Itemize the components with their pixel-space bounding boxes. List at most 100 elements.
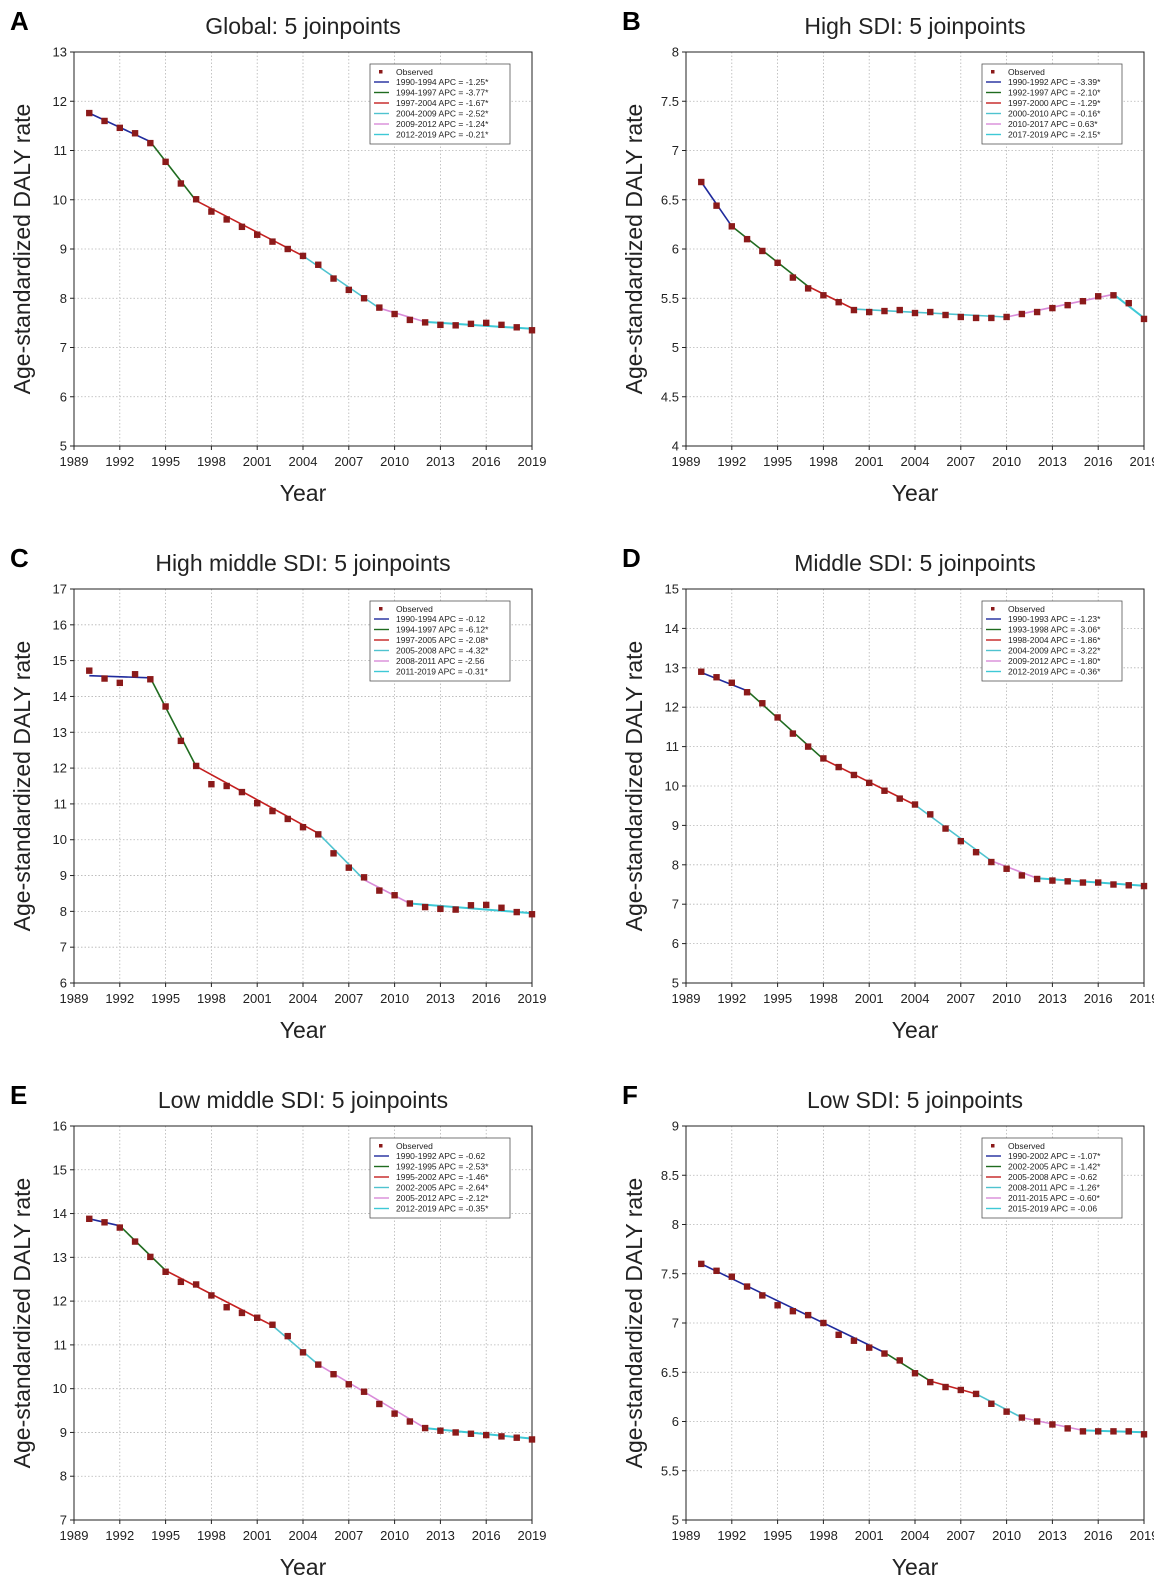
- observed-point: [1033, 1418, 1041, 1425]
- legend-entry-2: 1994-1997 APC = -6.12*: [396, 625, 489, 635]
- x-tick-label: 2001: [855, 1528, 884, 1543]
- y-tick-label: 11: [54, 796, 68, 811]
- observed-point: [957, 1386, 964, 1394]
- observed-point: [467, 320, 475, 328]
- observed-point: [86, 667, 93, 674]
- legend-box: [369, 1137, 511, 1219]
- observed-point: [315, 831, 322, 838]
- legend-entry-3: 1998-2004 APC = -1.86*: [1008, 635, 1101, 645]
- x-tick-label: 1992: [105, 991, 134, 1006]
- x-tick-label: 2010: [992, 991, 1021, 1006]
- observed-point: [116, 1224, 123, 1231]
- observed-point: [269, 1321, 276, 1328]
- legend-entry-4: 2005-2008 APC = -4.32*: [396, 646, 489, 656]
- observed-point: [1064, 301, 1071, 309]
- observed-point: [896, 795, 903, 802]
- observed-point: [86, 1215, 93, 1223]
- observed-point: [238, 1309, 246, 1317]
- observed-point: [162, 1268, 169, 1275]
- observed-point: [1079, 1428, 1087, 1435]
- observed-point: [177, 1278, 185, 1286]
- x-tick-label: 1998: [197, 1528, 226, 1543]
- legend-observed-label: Observed: [1008, 67, 1045, 77]
- legend-entry-6: 2011-2019 APC = -0.31*: [396, 667, 488, 677]
- observed-point: [1018, 872, 1026, 879]
- x-axis-label: Year: [892, 1017, 939, 1043]
- observed-point: [345, 864, 352, 871]
- y-axis-label: Age-standardized DALY rate: [9, 104, 35, 395]
- observed-point: [131, 671, 139, 678]
- observed-point: [284, 815, 291, 823]
- chart-title: Low SDI: 5 joinpoints: [807, 1087, 1023, 1113]
- y-tick-label: 14: [53, 1206, 67, 1221]
- observed-point: [192, 196, 200, 203]
- observed-point: [927, 1378, 934, 1386]
- observed-point: [728, 223, 735, 230]
- y-tick-label: 8: [672, 1217, 679, 1232]
- x-tick-label: 2004: [901, 1528, 930, 1543]
- y-tick-label: 4.5: [661, 389, 679, 404]
- legend-entry-5: 2009-2012 APC = -1.80*: [1008, 656, 1101, 666]
- legend-entry-1: 1990-1992 APC = -0.62: [396, 1151, 485, 1161]
- y-tick-label: 10: [665, 779, 679, 794]
- observed-point: [804, 1311, 812, 1319]
- observed-point: [1064, 1425, 1071, 1432]
- x-tick-label: 1995: [151, 454, 180, 469]
- observed-point: [850, 306, 858, 314]
- observed-point: [223, 1304, 230, 1311]
- x-tick-label: 2001: [243, 1528, 272, 1543]
- panel-letter: A: [10, 6, 29, 36]
- observed-point: [1049, 304, 1056, 312]
- observed-point: [269, 807, 276, 815]
- x-tick-label: 1989: [60, 1528, 89, 1543]
- legend-box: [981, 1137, 1123, 1219]
- x-tick-label: 2007: [334, 454, 363, 469]
- observed-point: [116, 679, 123, 687]
- legend-entry-1: 1990-1994 APC = -1.25*: [396, 77, 489, 87]
- grid-lines: [73, 51, 533, 447]
- x-tick-label: 2010: [992, 1528, 1021, 1543]
- chart-title: High middle SDI: 5 joinpoints: [155, 550, 450, 576]
- observed-point: [376, 1400, 383, 1408]
- y-axis-label: Age-standardized DALY rate: [9, 1178, 35, 1469]
- legend-entry-5: 2008-2011 APC = -2.56: [396, 656, 485, 666]
- x-axis-label: Year: [892, 1554, 939, 1580]
- y-tick-label: 6.5: [661, 192, 679, 207]
- x-tick-label: 2010: [380, 1528, 409, 1543]
- observed-point: [513, 324, 520, 331]
- observed-point: [774, 1302, 781, 1309]
- observed-point: [972, 1390, 980, 1398]
- observed-point: [743, 1283, 751, 1290]
- observed-point: [467, 1430, 475, 1437]
- y-tick-label: 5: [672, 1513, 679, 1528]
- observed-point: [177, 737, 185, 745]
- observed-point: [254, 1314, 261, 1321]
- observed-point: [284, 1332, 291, 1340]
- y-tick-label: 8: [60, 1469, 67, 1484]
- x-tick-label: 2004: [901, 991, 930, 1006]
- observed-point: [1079, 298, 1087, 305]
- chart-panel-b: B High SDI: 5 joinpoints 1989 1992 1995 1998 2…: [621, 6, 1154, 506]
- observed-point: [820, 755, 827, 762]
- legend-entry-4: 2000-2010 APC = -0.16*: [1008, 109, 1101, 119]
- observed-point: [881, 307, 888, 315]
- observed-point: [1033, 308, 1041, 316]
- legend-entry-5: 2011-2015 APC = -0.60*: [1008, 1193, 1100, 1203]
- trend-segment-4: [317, 832, 365, 881]
- x-tick-label: 2016: [472, 454, 501, 469]
- y-tick-label: 9: [672, 1119, 679, 1134]
- observed-point: [528, 327, 536, 334]
- y-tick-label: 6: [672, 936, 679, 951]
- x-axis-label: Year: [280, 1017, 327, 1043]
- x-tick-label: 2001: [243, 454, 272, 469]
- observed-point: [835, 298, 842, 306]
- legend-observed-label: Observed: [396, 1141, 433, 1151]
- observed-point: [698, 1260, 705, 1268]
- legend-entry-4: 2008-2011 APC = -1.26*: [1008, 1183, 1100, 1193]
- y-tick-label: 9: [60, 868, 67, 883]
- y-tick-label: 9: [672, 818, 679, 833]
- x-tick-label: 2007: [334, 991, 363, 1006]
- panel-letter: C: [10, 543, 29, 573]
